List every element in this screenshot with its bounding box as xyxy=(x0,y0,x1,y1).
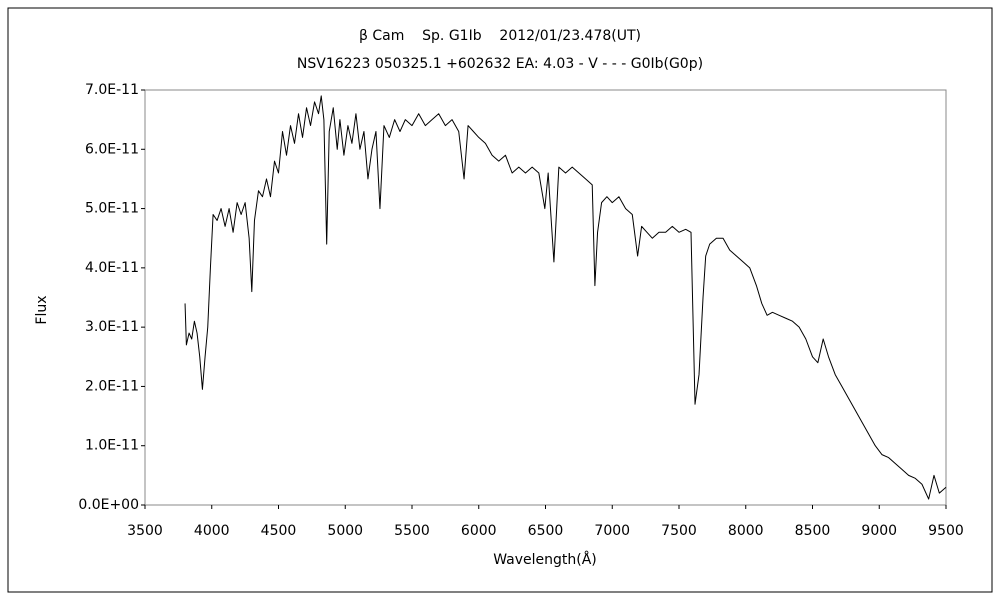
y-tick-label: 6.0E-11 xyxy=(85,141,139,157)
x-tick-label: 4500 xyxy=(261,523,297,539)
x-tick-label: 5000 xyxy=(327,523,363,539)
x-tick-label: 7000 xyxy=(594,523,630,539)
plot-area xyxy=(144,89,947,506)
x-tick-label: 9500 xyxy=(928,523,964,539)
y-tick-label: 7.0E-11 xyxy=(85,82,139,98)
y-tick-label: 5.0E-11 xyxy=(85,201,139,217)
spectrum-line xyxy=(184,95,947,500)
chart-subtitle: NSV16223 050325.1 +602632 EA: 4.03 - V -… xyxy=(297,56,703,72)
y-tick-label: 1.0E-11 xyxy=(85,438,139,454)
x-tick-label: 3500 xyxy=(127,523,163,539)
x-tick-label: 8000 xyxy=(728,523,764,539)
y-axis-label: Flux xyxy=(34,295,50,324)
x-tick-label: 8500 xyxy=(795,523,831,539)
x-tick-label: 6000 xyxy=(461,523,497,539)
y-tick-label: 3.0E-11 xyxy=(85,319,139,335)
x-tick-label: 4000 xyxy=(194,523,230,539)
y-tick-label: 4.0E-11 xyxy=(85,260,139,276)
x-tick-label: 5500 xyxy=(394,523,430,539)
x-tick-label: 6500 xyxy=(528,523,564,539)
x-tick-label: 9000 xyxy=(861,523,897,539)
chart-title: β Cam Sp. G1Ib 2012/01/23.478(UT) xyxy=(359,28,641,44)
y-tick-label: 2.0E-11 xyxy=(85,378,139,394)
x-tick-label: 7500 xyxy=(661,523,697,539)
y-tick-label: 0.0E+00 xyxy=(78,497,139,513)
x-axis-label: Wavelength(Å) xyxy=(493,551,597,568)
